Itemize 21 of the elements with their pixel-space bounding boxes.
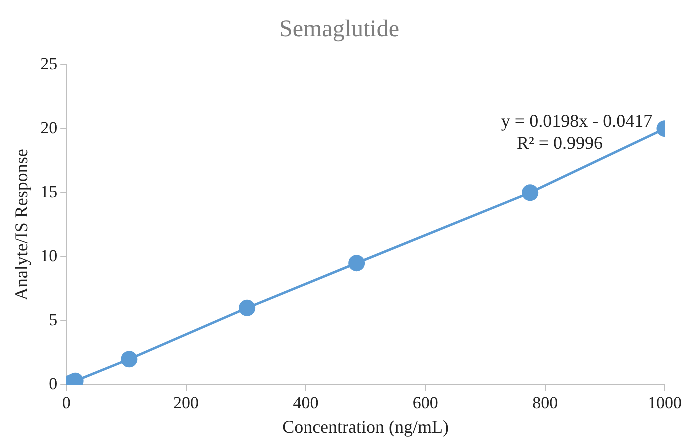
point (121, 351, 138, 368)
annotation: R² = 0.9996 (516, 132, 604, 153)
point (348, 255, 366, 272)
chart-title: Semaglutide (280, 16, 400, 43)
point (239, 300, 256, 316)
y-tick-label: 10 (40, 246, 58, 266)
annotation: y = 0.0198x - 0.0417 (501, 110, 653, 131)
x-tick-label: 800 (532, 394, 558, 413)
x-tick-label: 200 (174, 394, 200, 413)
y-axis-title: Analyte/IS Response (12, 149, 32, 301)
x-tick-label: 400 (293, 394, 319, 413)
point (522, 184, 539, 202)
y-tick-label: 15 (40, 182, 58, 202)
x-tick-label: 1000 (648, 394, 682, 413)
x-axis-title: Concentration (ng/mL) (282, 416, 450, 437)
y-tick-label: 25 (40, 54, 58, 74)
x-tick-label: 0 (62, 394, 71, 413)
y-tick-label: 20 (40, 118, 58, 138)
y-tick-label: 5 (49, 310, 58, 330)
x-tick-label: 600 (412, 394, 438, 413)
y-tick-label: 0 (49, 374, 58, 394)
